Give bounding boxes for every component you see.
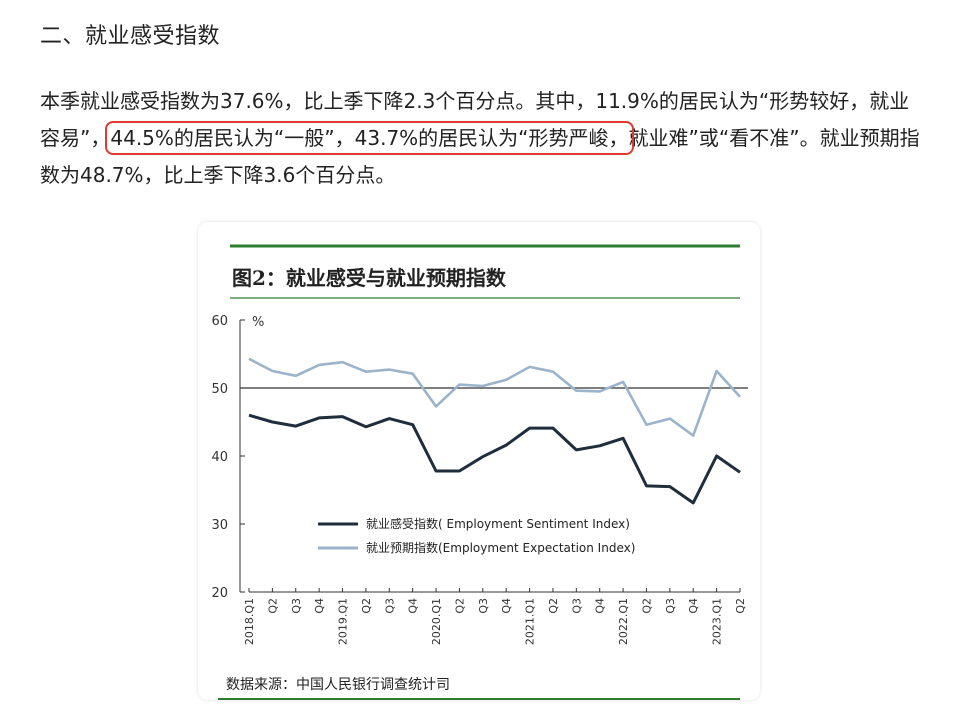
x-tick-label: 2018.Q1: [243, 598, 256, 645]
x-tick-label: Q2: [640, 598, 653, 614]
paragraph-text-after: 就业难”或“看不准”。就业预期指数为48.7%，比上季下降3.6个百分点。: [40, 126, 920, 187]
x-tick-label: Q4: [594, 598, 607, 614]
x-tick-label: 2020.Q1: [430, 598, 443, 645]
x-tick-label: Q2: [266, 598, 279, 614]
legend-label-sentiment: 就业感受指数( Employment Sentiment Index): [366, 516, 630, 531]
section-title: 二、就业感受指数: [40, 24, 221, 49]
highlighted-text: 44.5%的居民认为“一般”，43.7%的居民认为“形势严峻，: [105, 121, 634, 155]
chart-card: [198, 222, 760, 700]
x-tick-label: Q3: [570, 598, 583, 614]
paragraph-text-before: 本季就业感受指数为37.6%，比上季下降2.3个百分点。其中，11.9%的居民认…: [40, 89, 910, 150]
x-tick-label: Q4: [407, 598, 420, 614]
x-tick-label: 2023.Q1: [711, 598, 724, 645]
y-tick-label: 60: [211, 314, 228, 329]
x-tick-label: Q2: [453, 598, 466, 614]
x-tick-label: 2019.Q1: [337, 598, 350, 645]
y-tick-label: 20: [211, 586, 228, 601]
x-tick-label: Q3: [477, 598, 490, 614]
x-tick-label: Q3: [383, 598, 396, 614]
x-tick-label: Q4: [687, 598, 700, 614]
x-tick-label: Q2: [547, 598, 560, 614]
series-line-expectation: [248, 357, 741, 437]
x-tick-label: 2021.Q1: [524, 598, 537, 645]
article-paragraph: 本季就业感受指数为37.6%，比上季下降2.3个百分点。其中，11.9%的居民认…: [40, 83, 925, 194]
x-tick-label: Q4: [313, 598, 326, 614]
x-tick-label: 2022.Q1: [617, 598, 630, 645]
series-line-sentiment: [248, 413, 741, 505]
x-tick-label: Q3: [290, 598, 303, 614]
legend-label-expectation: 就业预期指数(Employment Expectation Index): [366, 540, 635, 555]
chart-title: 图2：就业感受与就业预期指数: [232, 266, 507, 290]
y-axis-unit: %: [252, 315, 264, 330]
y-tick-label: 40: [211, 450, 228, 465]
x-tick-label: Q3: [664, 598, 677, 614]
y-tick-label: 30: [211, 518, 228, 533]
x-tick-label: Q2: [734, 598, 747, 614]
y-tick-label: 50: [211, 382, 228, 397]
chart-source: 数据来源：中国人民银行调查统计司: [226, 677, 450, 693]
x-tick-label: Q4: [500, 598, 513, 614]
x-tick-label: Q2: [360, 598, 373, 614]
